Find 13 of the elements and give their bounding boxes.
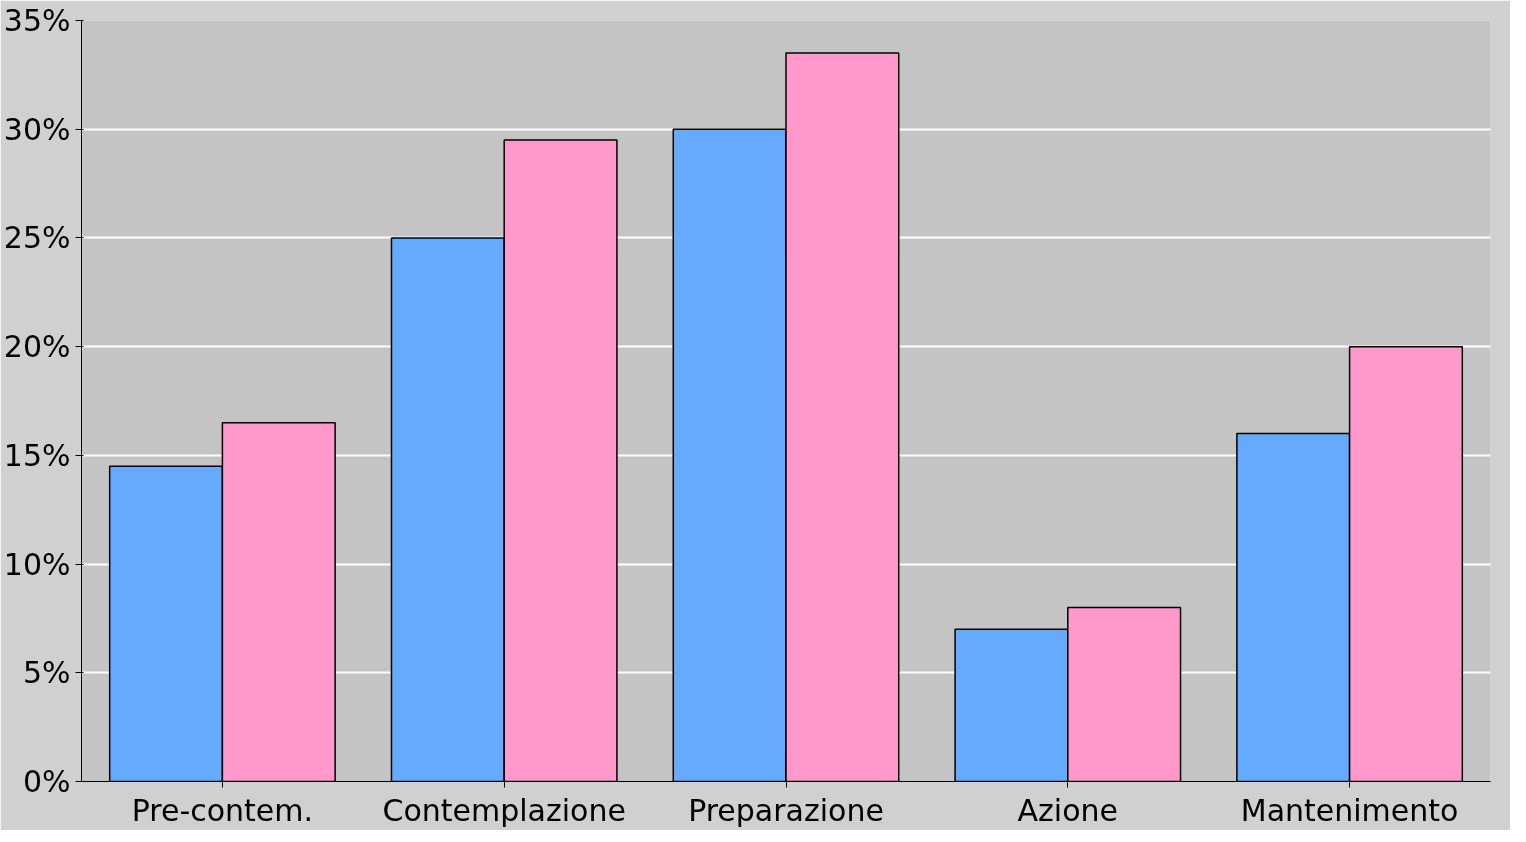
x-tick-label: Contemplazione xyxy=(382,792,626,828)
y-tick-label: 0% xyxy=(22,764,71,799)
y-tick-label: 25% xyxy=(3,220,71,256)
y-tick-label: 5% xyxy=(22,655,71,691)
y-tick-label: 35% xyxy=(3,3,71,38)
x-tick-label: Pre-contem. xyxy=(131,792,314,828)
y-tick-label: 10% xyxy=(3,546,71,582)
x-tick-label: Azione xyxy=(1017,792,1119,828)
y-tick-label: 20% xyxy=(3,329,71,365)
y-tick-label: 30% xyxy=(3,111,71,147)
x-tick-label: Preparazione xyxy=(688,792,884,828)
x-tick-label: Mantenimento xyxy=(1240,792,1459,828)
y-tick-label: 15% xyxy=(3,437,71,473)
